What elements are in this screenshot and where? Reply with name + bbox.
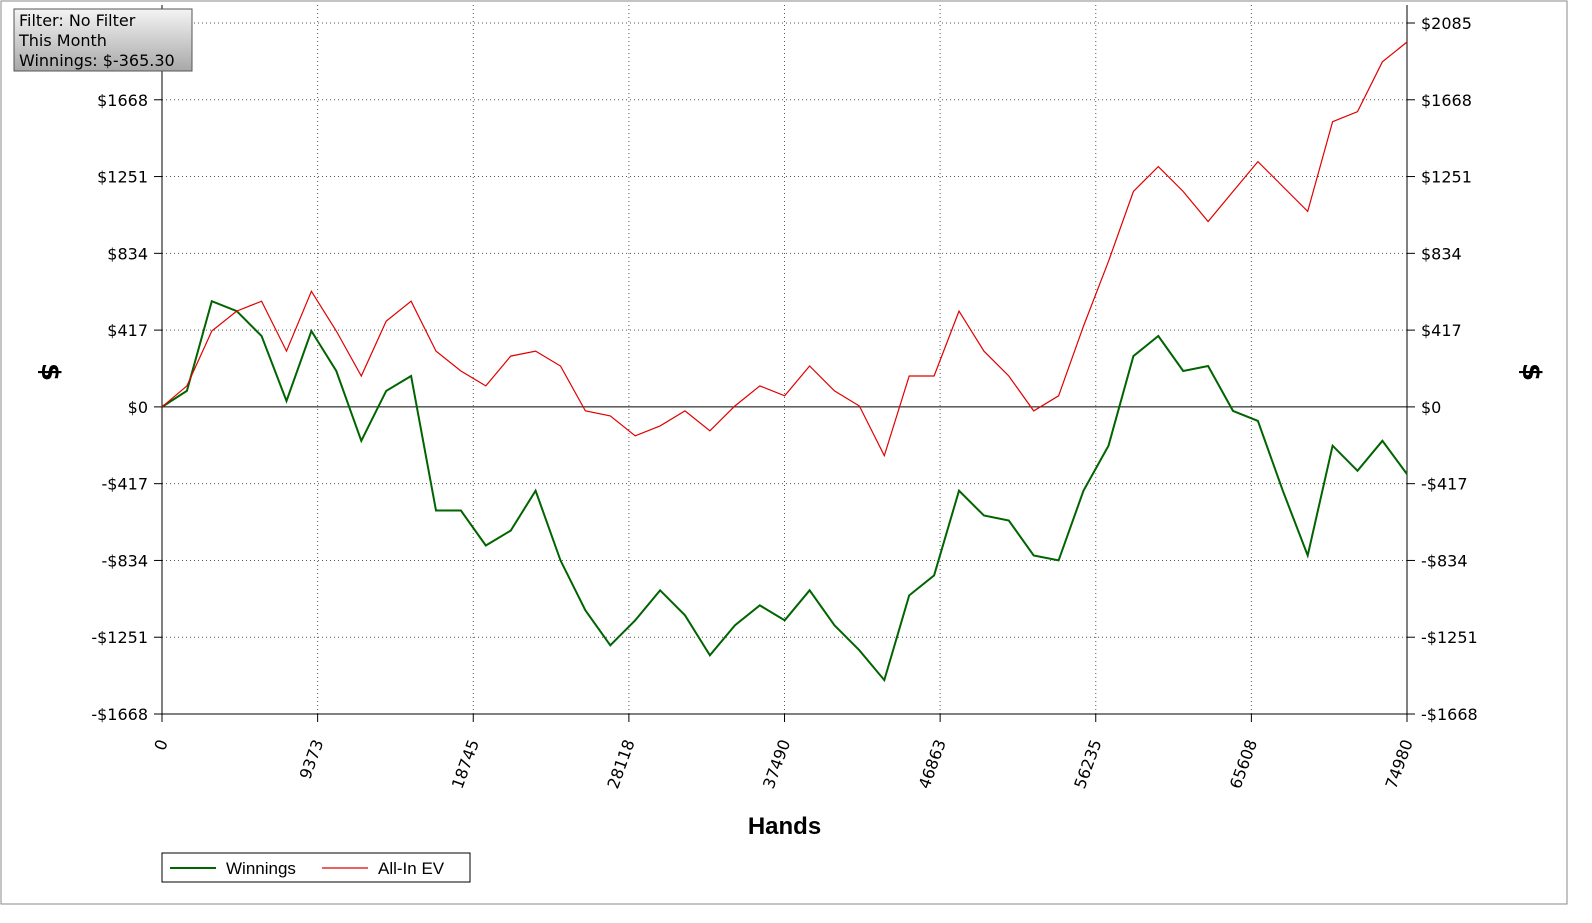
legend-label: All-In EV bbox=[378, 859, 445, 878]
info-line: Winnings: $-365.30 bbox=[19, 51, 175, 70]
y2-axis-title: $ bbox=[1516, 363, 1546, 381]
y2-tick-label: $0 bbox=[1421, 398, 1441, 417]
info-line: Filter: No Filter bbox=[19, 11, 136, 30]
y-tick-label: $417 bbox=[107, 321, 148, 340]
series-line bbox=[161, 41, 1408, 458]
info-box bbox=[13, 8, 193, 72]
y2-tick-label: $1668 bbox=[1421, 91, 1472, 110]
y-tick-label: $1668 bbox=[97, 91, 148, 110]
y-tick-label: $1251 bbox=[97, 168, 148, 187]
y-axis-title: $ bbox=[35, 363, 65, 381]
y2-tick-label: -$1251 bbox=[1421, 628, 1478, 647]
y2-tick-label: -$417 bbox=[1421, 475, 1468, 494]
x-axis-title: Hands bbox=[748, 813, 821, 840]
y-tick-label: $0 bbox=[128, 398, 148, 417]
y-tick-label: -$1251 bbox=[91, 628, 148, 647]
y2-tick-label: $417 bbox=[1421, 321, 1462, 340]
y2-tick-label: $1251 bbox=[1421, 168, 1472, 187]
legend-label: Winnings bbox=[226, 859, 296, 878]
series-line bbox=[161, 299, 1408, 683]
y-tick-label: -$417 bbox=[102, 475, 149, 494]
y2-tick-label: -$834 bbox=[1421, 551, 1468, 570]
y2-tick-label: $834 bbox=[1421, 244, 1462, 263]
y-tick-label: -$1668 bbox=[91, 705, 148, 724]
y-tick-label: $834 bbox=[107, 244, 148, 263]
y2-tick-label: -$1668 bbox=[1421, 705, 1478, 724]
y-tick-label: -$834 bbox=[102, 551, 149, 570]
frame bbox=[0, 0, 1568, 905]
info-line: This Month bbox=[18, 31, 107, 50]
y2-tick-label: $2085 bbox=[1421, 14, 1472, 33]
